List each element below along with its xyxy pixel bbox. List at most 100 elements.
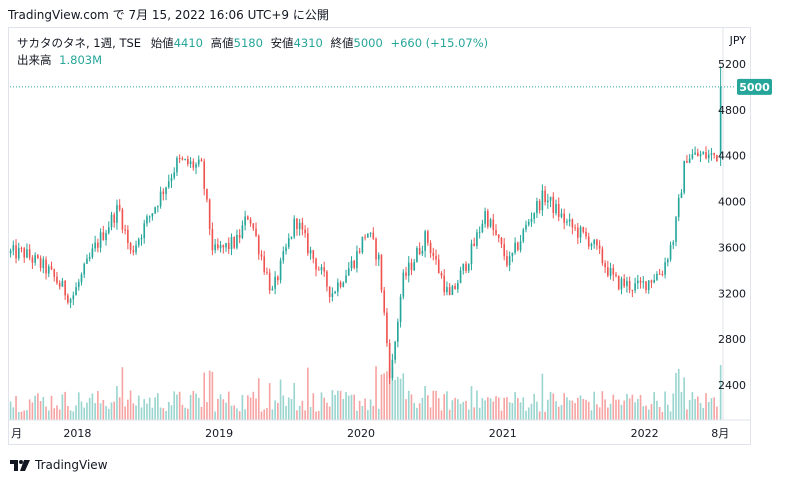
time-axis[interactable]: 月 2018 2019 2020 2021 2022 8月	[11, 427, 729, 440]
price-tick-label: 3200	[718, 287, 746, 300]
volume-bar	[350, 394, 353, 420]
candle-body	[699, 154, 702, 157]
volume-label[interactable]: 出来高	[17, 53, 52, 67]
volume-bar	[214, 411, 216, 420]
volume-bar	[184, 407, 186, 420]
candle-body	[626, 280, 628, 287]
candle-body	[375, 238, 377, 260]
volume-bar	[647, 409, 650, 420]
candle-body	[176, 158, 178, 173]
candle-body	[568, 219, 571, 222]
candle-body	[97, 242, 99, 248]
candle-body	[470, 243, 473, 265]
candle-body	[312, 250, 315, 259]
candle-body	[429, 242, 432, 253]
time-tick-label: 2019	[205, 427, 233, 440]
symbol-label[interactable]: サカタのタネ, 1週, TSE	[17, 36, 142, 50]
volume-bar	[353, 394, 356, 420]
volume-bar	[487, 397, 489, 420]
time-tick-label: 8月	[711, 427, 729, 440]
time-tick-label: 2022	[631, 427, 659, 440]
volume-bar	[716, 406, 718, 420]
volume-bar	[555, 401, 557, 420]
candle-body	[154, 207, 156, 214]
volume-bar	[634, 402, 636, 420]
candle-body	[615, 274, 617, 276]
candle-body	[645, 281, 647, 291]
candle-body	[244, 216, 246, 226]
volume-bar	[47, 410, 50, 420]
volume-bar	[402, 373, 405, 420]
candle-body	[290, 236, 293, 239]
volume-bar	[91, 393, 94, 420]
candle-body	[34, 255, 36, 263]
price-axis[interactable]: 2400 2800 3200 3600 4000 4400 4800 5200	[718, 58, 746, 392]
volume-bar	[361, 406, 364, 420]
candle-body	[383, 290, 386, 313]
candle-body	[593, 239, 596, 244]
volume-bar	[187, 408, 189, 420]
volume-bar	[154, 397, 156, 420]
volume-bar	[146, 403, 148, 420]
volume-bar	[331, 390, 334, 420]
candle-body	[56, 276, 58, 284]
candle-body	[334, 291, 336, 294]
chart-canvas[interactable]: JPY 2400 2800 3200 3600 4000 4400 4800 5200 月 20…	[0, 0, 792, 450]
volume-bar	[312, 393, 315, 420]
volume-bar	[192, 390, 195, 420]
volume-bar	[334, 394, 336, 420]
volume-bar	[31, 402, 34, 420]
candle-body	[514, 242, 516, 253]
candle-body	[563, 213, 566, 223]
last-price-badge: 5000	[737, 78, 772, 95]
volume-bar	[61, 394, 64, 420]
candle-body	[628, 280, 631, 290]
candle-body	[481, 223, 484, 232]
volume-bar	[268, 383, 271, 420]
volume-bar	[99, 403, 102, 420]
volume-bar	[37, 393, 39, 420]
candle-body	[694, 152, 696, 155]
candle-body	[697, 152, 699, 157]
candle-body	[86, 258, 88, 264]
candle-body	[225, 243, 227, 248]
candle-body	[394, 341, 396, 360]
volume-bar	[427, 395, 429, 420]
volume-bar	[683, 377, 686, 420]
candle-body	[642, 281, 645, 283]
candle-body	[609, 267, 612, 276]
candle-body	[574, 227, 576, 229]
volume-bar	[203, 372, 206, 420]
volume-bar	[590, 410, 593, 420]
candle-body	[271, 288, 274, 291]
candle-body	[484, 211, 486, 224]
volume-bar	[279, 379, 282, 420]
volume-bar	[118, 397, 121, 420]
candle-body	[331, 293, 334, 297]
candle-body	[533, 213, 536, 219]
candle-body	[110, 214, 113, 228]
volume-bar	[127, 399, 129, 420]
candle-body	[249, 219, 252, 224]
chart-frame[interactable]	[8, 27, 751, 445]
volume-bar	[217, 398, 219, 420]
candle-body	[522, 229, 525, 242]
candle-body	[634, 283, 636, 291]
volume-bar	[571, 400, 574, 420]
candle-body	[541, 190, 544, 211]
volume-bar	[110, 402, 113, 420]
volume-bar	[642, 406, 645, 420]
volume-bar	[80, 401, 83, 420]
volume-bar	[568, 400, 571, 420]
volume-bar	[364, 398, 366, 420]
candle-body	[83, 263, 86, 275]
candle-body	[397, 321, 399, 342]
candle-body	[252, 223, 255, 229]
volume-bar	[552, 393, 555, 420]
tradingview-logo-icon	[10, 459, 30, 471]
candle-body	[53, 269, 56, 277]
candle-body	[416, 248, 418, 263]
candle-body	[135, 245, 137, 253]
candle-body	[435, 255, 437, 260]
volume-value: 1.803M	[59, 53, 103, 67]
